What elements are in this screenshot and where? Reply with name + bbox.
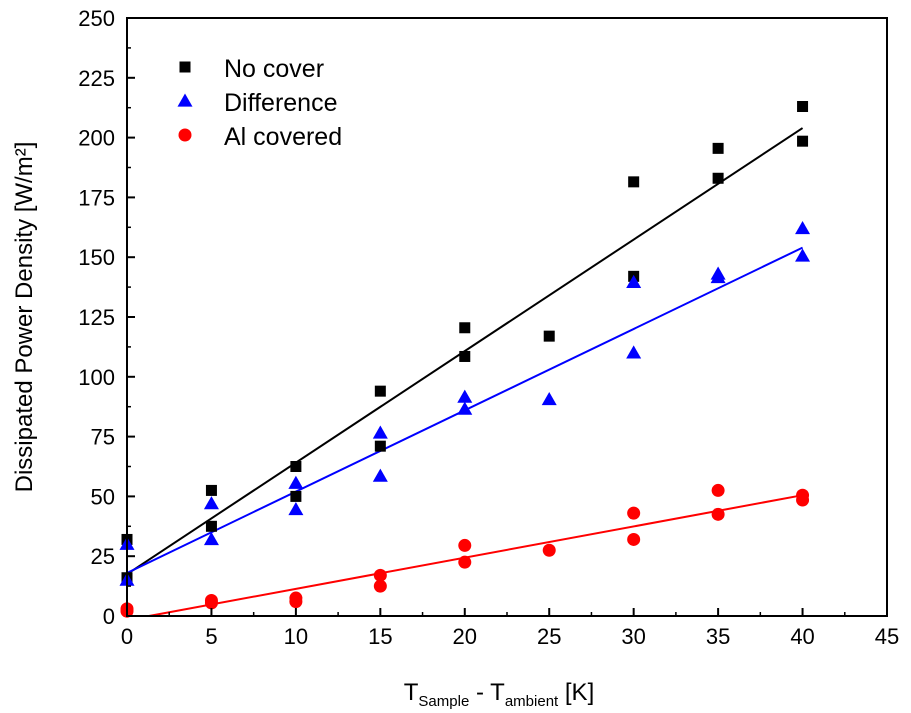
- y-tick-label: 125: [78, 305, 115, 330]
- x-tick-label: 45: [875, 624, 899, 649]
- legend-item-no-cover: No cover: [179, 55, 324, 83]
- legend-triangle-marker: [177, 93, 193, 107]
- data-point-triangle: [203, 496, 219, 510]
- data-point-circle: [542, 543, 556, 557]
- x-axis-title-sample: Sample: [418, 693, 469, 710]
- tick-labels: 0 5 10 15 20 25 30 35 40 45 0 25 50 75 100 125 150 175 200…: [78, 6, 899, 649]
- data-point-square: [712, 142, 724, 154]
- data-point-triangle: [710, 270, 726, 284]
- data-point-triangle: [626, 274, 642, 288]
- x-axis-title-minus-t: - T: [469, 679, 505, 706]
- data-point-triangle: [795, 248, 811, 262]
- data-point-triangle: [457, 389, 473, 403]
- x-tick-label: 20: [453, 624, 477, 649]
- x-tick-label: 0: [121, 624, 133, 649]
- data-point-circle: [711, 483, 725, 497]
- x-axis-title-t1: T: [404, 679, 419, 706]
- y-tick-label: 75: [91, 425, 115, 450]
- y-tick-label: 250: [78, 6, 115, 31]
- data-point-square: [459, 322, 471, 334]
- data-point-triangle: [795, 220, 811, 235]
- data-point-triangle: [203, 531, 219, 546]
- x-tick-label: 25: [537, 624, 561, 649]
- x-tick-label: 5: [205, 624, 217, 649]
- y-tick-label: 25: [91, 544, 115, 569]
- x-tick-label: 15: [368, 624, 392, 649]
- data-point-triangle: [457, 401, 473, 415]
- data-point-square: [290, 490, 302, 502]
- x-tick-label: 35: [706, 624, 730, 649]
- legend: No cover Difference Al covered: [177, 55, 342, 151]
- data-point-circle: [627, 532, 641, 546]
- y-tick-label: 175: [78, 185, 115, 210]
- data-point-circle: [373, 579, 387, 593]
- data-point-square: [374, 385, 386, 397]
- y-tick-label: 225: [78, 66, 115, 91]
- data-point-triangle: [372, 468, 388, 482]
- data-point-square: [712, 172, 724, 184]
- data-point-triangle: [288, 502, 304, 516]
- data-point-triangle: [541, 392, 557, 406]
- data-point-circle: [458, 538, 472, 552]
- data-point-square: [797, 101, 809, 113]
- legend-label-difference: Difference: [224, 89, 338, 117]
- data-point-square: [374, 440, 386, 452]
- data-point-circle: [627, 506, 641, 520]
- y-tick-label: 100: [78, 365, 115, 390]
- data-point-square: [205, 484, 217, 496]
- legend-marker: [178, 128, 192, 142]
- x-tick-label: 10: [284, 624, 308, 649]
- data-point-square: [543, 330, 555, 342]
- legend-item-al-covered: Al covered: [178, 123, 342, 151]
- y-axis-title: Dissipated Power Density [W/m²]: [11, 142, 38, 493]
- legend-circle-marker: [178, 128, 192, 142]
- x-axis-title-ambient: ambient: [505, 693, 559, 710]
- data-point-square: [290, 461, 302, 472]
- data-point-circle: [458, 555, 472, 569]
- data-point-square: [628, 176, 640, 188]
- data-point-triangle: [288, 475, 304, 489]
- data-point-square: [205, 520, 217, 532]
- y-tick-label: 0: [103, 604, 115, 629]
- data-point-circle: [711, 507, 725, 521]
- data-point-circle: [289, 595, 303, 609]
- fit-line-circle: [148, 494, 803, 617]
- data-point-circle: [373, 568, 387, 582]
- data-point-square: [459, 350, 471, 362]
- plot-frame: [126, 17, 888, 617]
- legend-label-al-covered: Al covered: [224, 123, 342, 151]
- x-tick-label: 40: [790, 624, 814, 649]
- legend-marker: [177, 93, 193, 107]
- data-point-circle: [796, 493, 810, 507]
- data-markers: [119, 101, 811, 618]
- data-point-circle: [204, 596, 218, 610]
- x-axis-title-unit: [K]: [558, 679, 594, 706]
- legend-square-marker: [179, 61, 191, 73]
- data-point-triangle: [626, 345, 642, 359]
- legend-label-no-cover: No cover: [224, 55, 324, 83]
- y-tick-label: 50: [91, 484, 115, 509]
- data-point-square: [797, 135, 809, 147]
- x-tick-label: 30: [621, 624, 645, 649]
- x-axis-title: TSample - Tambient [K]: [404, 679, 594, 710]
- legend-item-difference: Difference: [177, 89, 338, 117]
- legend-marker: [179, 61, 191, 73]
- y-tick-label: 200: [78, 126, 115, 151]
- y-tick-label: 150: [78, 245, 115, 270]
- data-point-triangle: [372, 425, 388, 439]
